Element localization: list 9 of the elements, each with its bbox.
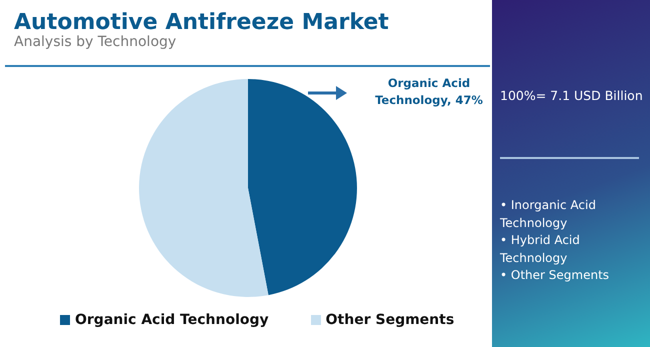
text: • Inorganic Acid Technology	[500, 197, 597, 232]
chart-subtitle: Analysis by Technology	[14, 34, 176, 50]
text: Organic Acid Technology, 47%	[374, 75, 484, 109]
legend-label: Other Segments	[326, 312, 454, 328]
chart-title: Automotive Antifreeze Market	[14, 10, 389, 35]
text: 100%= 7.1 USD Billion	[500, 88, 644, 103]
text: • Other Segments	[500, 267, 610, 284]
text: • Hybrid Acid Technology	[500, 232, 581, 266]
legend-label: Organic Acid Technology	[75, 312, 269, 328]
